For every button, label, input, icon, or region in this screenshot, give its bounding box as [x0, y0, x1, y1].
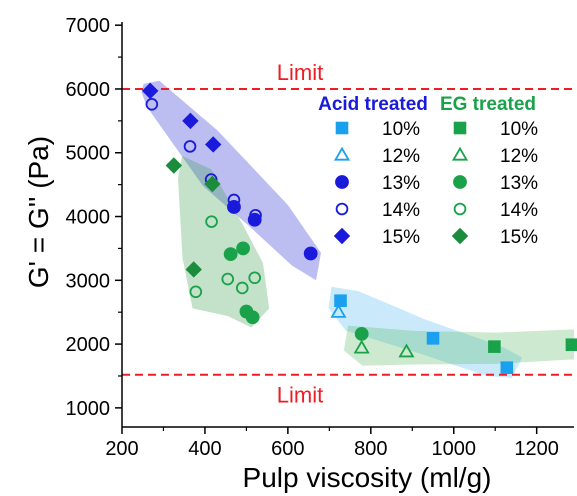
legend-label-0-4: 15% — [382, 227, 420, 248]
legend-marker-1-3 — [453, 202, 467, 216]
legend-label-1-2: 13% — [500, 173, 538, 194]
point-eg-12pct-0 — [353, 339, 370, 354]
limit-label-0: Limit — [277, 60, 323, 85]
legend-marker-0-3 — [335, 202, 349, 216]
point-eg-14pct-1 — [205, 215, 218, 228]
legend-label-0-2: 13% — [382, 173, 420, 194]
y-tick-label-1: 2000 — [66, 334, 111, 356]
y-tick-label-5: 6000 — [66, 79, 111, 101]
y-tick-label-3: 4000 — [66, 207, 111, 229]
legend-marker-1-1 — [451, 146, 469, 161]
point-acid-10pct-1 — [426, 332, 440, 345]
x-tick-label-3: 800 — [354, 438, 387, 460]
x-tick-label-2: 600 — [271, 438, 304, 460]
point-eg-13pct-4 — [354, 326, 369, 341]
legend-marker-0-2 — [335, 175, 349, 189]
reference-lines: Limit Limit — [122, 60, 574, 408]
point-acid-12pct-0 — [330, 303, 347, 318]
point-acid-10pct-2 — [500, 361, 514, 374]
legend-title-0: Acid treated — [318, 94, 428, 115]
x-tick-label-0: 200 — [105, 438, 138, 460]
point-eg-14pct-4 — [248, 271, 261, 285]
point-eg-13pct-0 — [223, 247, 238, 262]
y-tick-label-4: 5000 — [66, 143, 111, 165]
legend-marker-0-0 — [335, 121, 349, 135]
point-eg-14pct-2 — [221, 272, 235, 286]
legend-label-0-1: 12% — [382, 146, 420, 167]
legend-marker-1-4 — [451, 227, 469, 245]
point-eg-10pct-1 — [565, 338, 577, 352]
point-eg-14pct-3 — [235, 281, 249, 295]
y-tick-label-6: 7000 — [66, 15, 111, 37]
y-axis-label: G' = G'' (Pa) — [23, 136, 54, 288]
point-eg-12pct-1 — [398, 343, 415, 358]
data-points — [141, 82, 577, 374]
point-acid-13pct-2 — [303, 246, 318, 261]
point-eg-15pct-2 — [204, 175, 221, 193]
legend-marker-0-1 — [333, 146, 351, 161]
legend-label-0-3: 14% — [382, 200, 420, 221]
point-eg-15pct-0 — [165, 157, 183, 174]
point-acid-15pct-0 — [141, 82, 159, 100]
x-tick-label-5: 1200 — [514, 438, 559, 460]
legend-label-1-3: 14% — [500, 200, 538, 221]
point-eg-14pct-0 — [189, 285, 203, 299]
point-eg-13pct-3 — [245, 310, 260, 325]
x-axis-label: Pulp viscosity (ml/g) — [243, 462, 492, 493]
legend-marker-1-2 — [453, 175, 467, 189]
point-acid-15pct-1 — [182, 112, 199, 130]
x-tick-label-1: 400 — [188, 438, 221, 460]
legend-label-1-0: 10% — [500, 119, 538, 140]
y-tick-label-2: 3000 — [66, 270, 111, 292]
legend-marker-0-4 — [333, 227, 351, 245]
point-acid-14pct-0 — [145, 97, 159, 111]
point-acid-14pct-1 — [183, 140, 197, 153]
point-eg-10pct-0 — [488, 340, 501, 353]
legend-label-1-4: 15% — [500, 227, 538, 248]
axis-titles: Pulp viscosity (ml/g) G' = G'' (Pa) — [23, 136, 491, 493]
point-acid-14pct-4 — [249, 208, 262, 222]
point-acid-14pct-3 — [227, 193, 241, 207]
point-acid-15pct-2 — [205, 136, 222, 153]
point-acid-10pct-0 — [334, 294, 347, 308]
legend-title-1: EG treated — [440, 94, 536, 115]
legend-label-0-0: 10% — [382, 119, 420, 140]
y-tick-label-0: 1000 — [66, 398, 111, 420]
legend-label-1-1: 12% — [500, 146, 538, 167]
axes: 200 400 600 800 1000 1200 1000 2000 3000 4000 5000… — [66, 15, 574, 460]
point-eg-13pct-1 — [236, 241, 250, 256]
x-tick-label-4: 1000 — [431, 438, 476, 460]
highlight-region-2 — [328, 286, 523, 378]
legend-marker-1-0 — [453, 121, 467, 135]
point-eg-15pct-1 — [185, 261, 202, 278]
highlight-region-0 — [141, 80, 321, 281]
legend: Acid treated 10% 12% 13% 14% 15% EG treated 10%… — [318, 94, 538, 248]
limit-label-1: Limit — [277, 383, 323, 408]
